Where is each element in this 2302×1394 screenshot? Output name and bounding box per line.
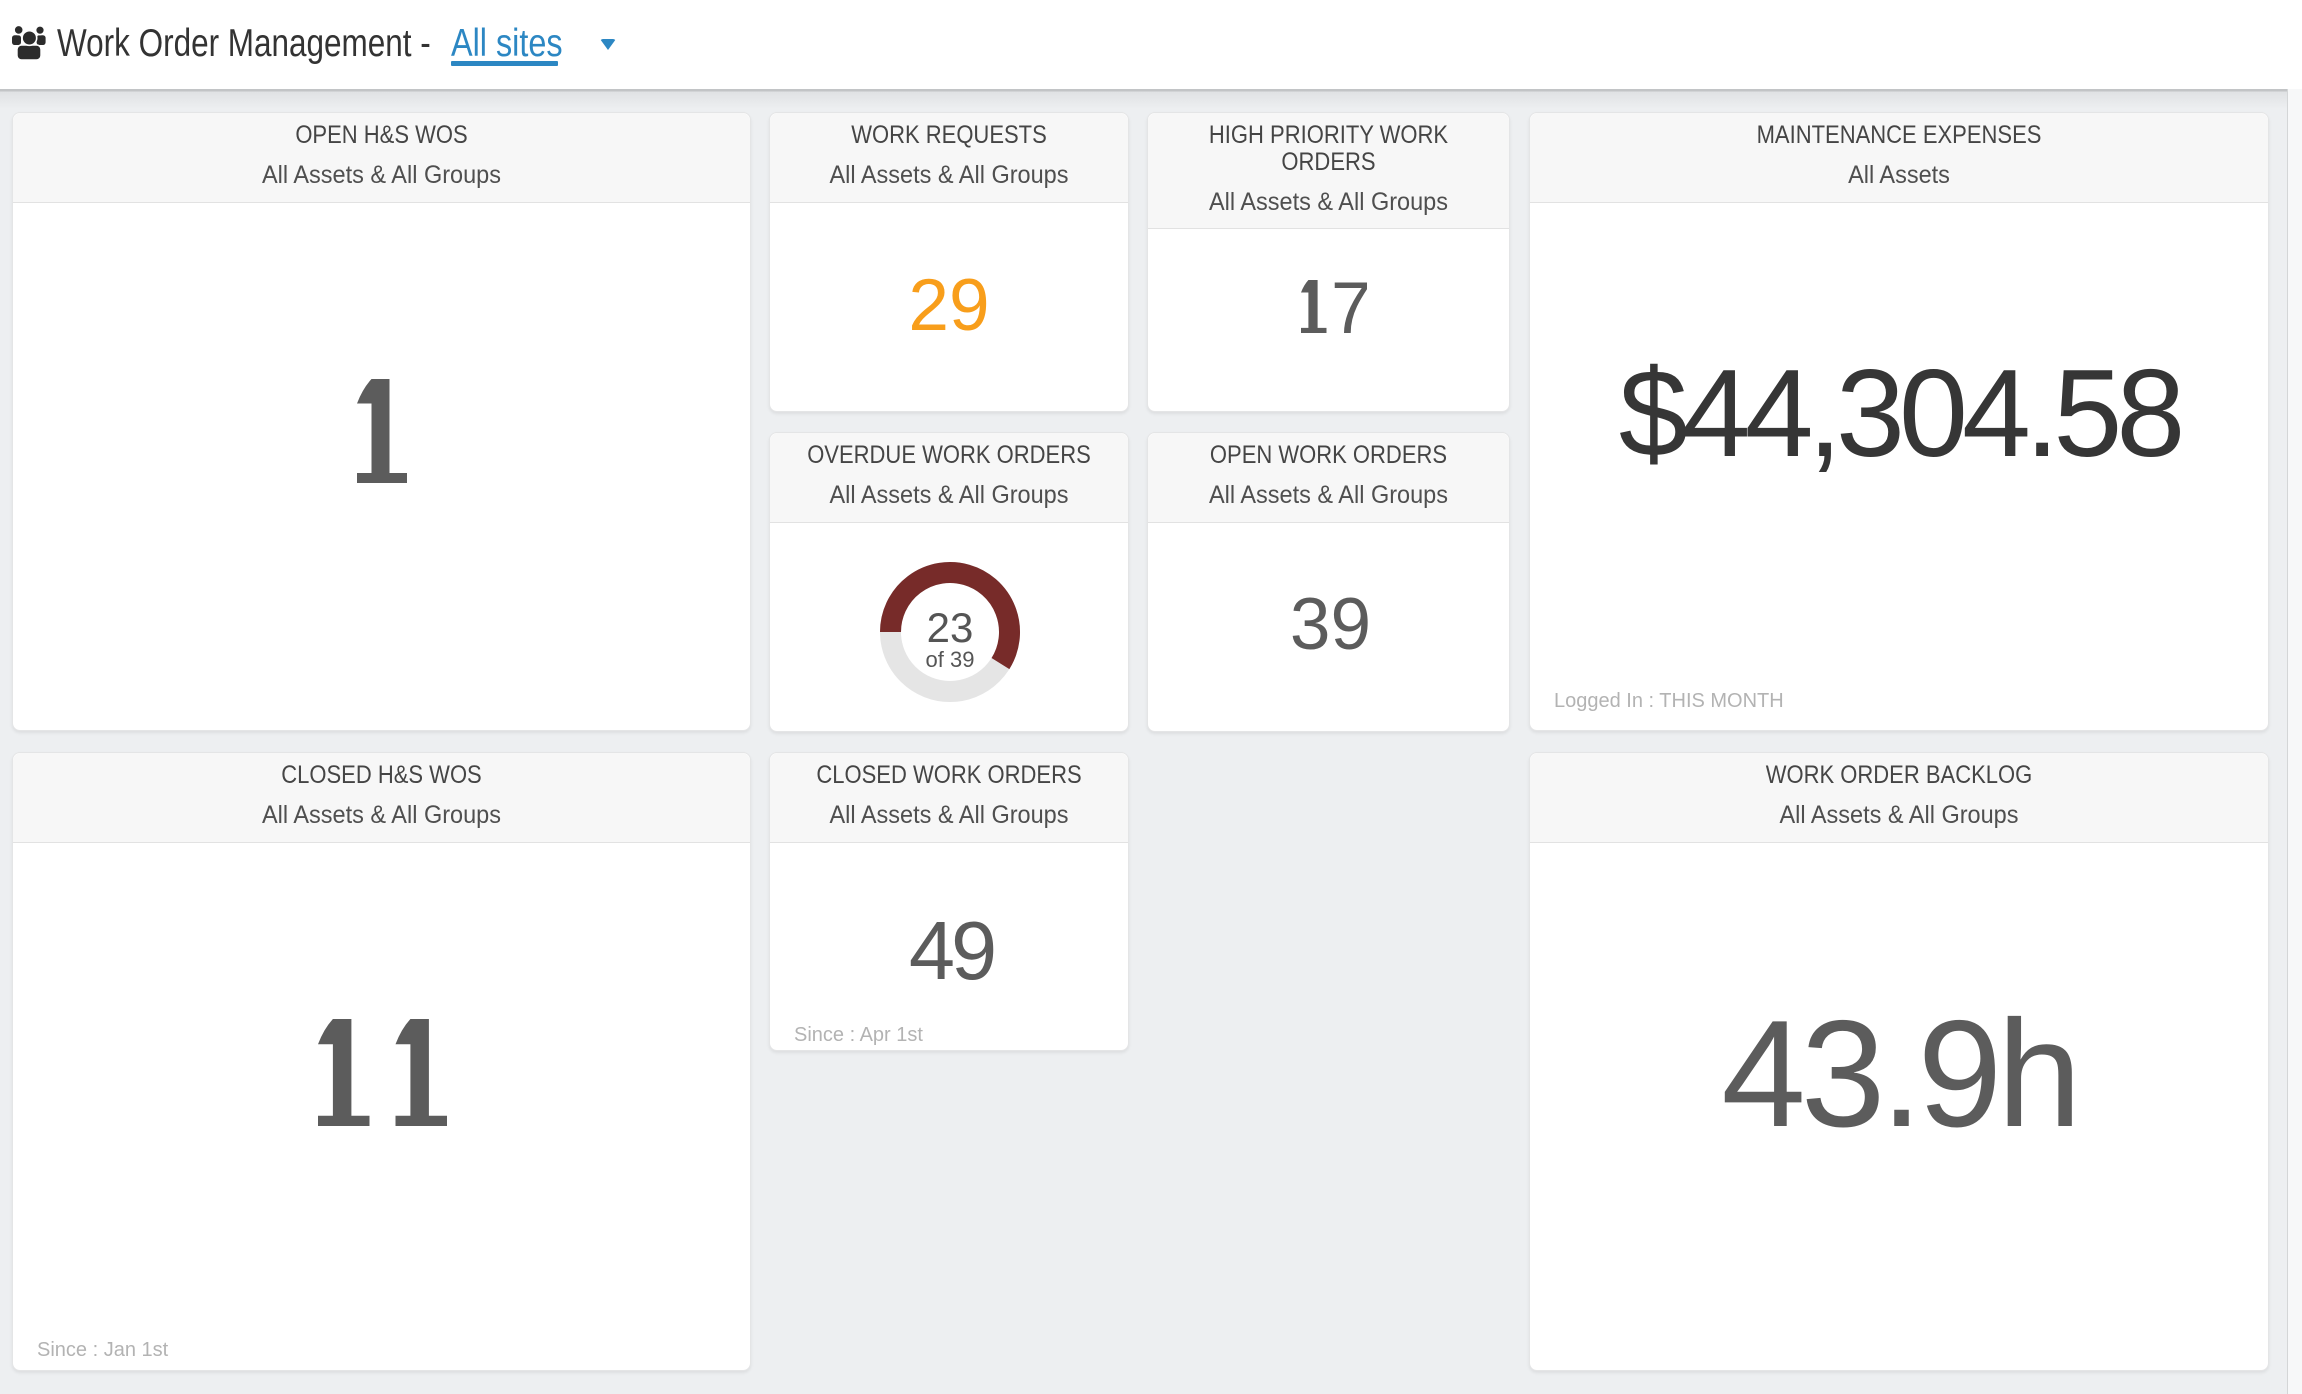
svg-text:of 39: of 39 [926,647,975,672]
svg-text:23: 23 [927,604,974,651]
svg-text:7: 7 [1331,280,1367,333]
